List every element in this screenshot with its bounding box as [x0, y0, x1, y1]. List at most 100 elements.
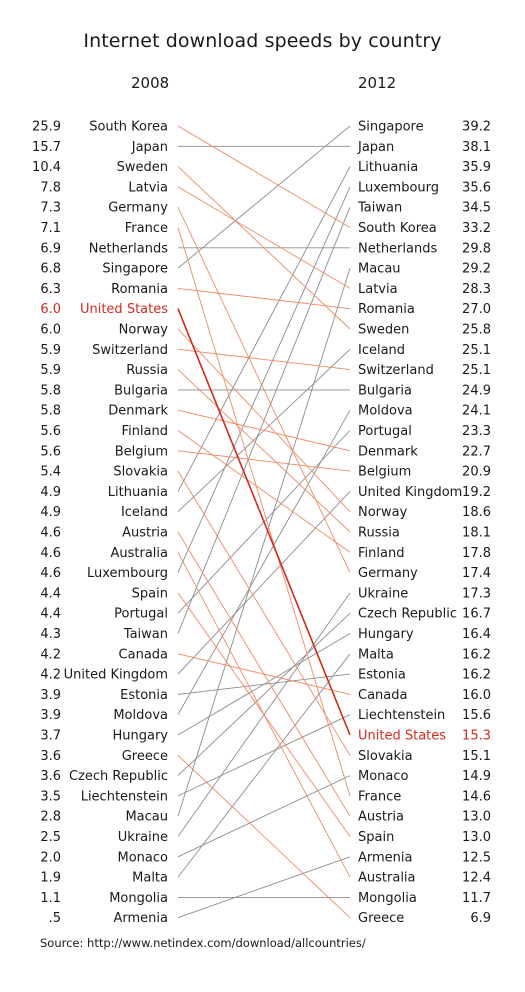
left-label-armenia: Armenia [114, 911, 169, 926]
right-value-monaco: 14.9 [462, 769, 491, 784]
left-value-moldova: 3.9 [40, 708, 61, 723]
right-value-sweden: 25.8 [462, 323, 491, 338]
slope-line-luxembourg [177, 186, 351, 573]
right-label-singapore: Singapore [358, 120, 424, 135]
left-label-australia: Australia [110, 546, 168, 561]
slope-line-monaco [177, 775, 351, 858]
right-value-liechtenstein: 15.6 [462, 708, 491, 723]
right-value-south-korea: 33.2 [462, 221, 491, 236]
right-value-united-kingdom: 19.2 [462, 485, 491, 500]
left-label-bulgaria: Bulgaria [114, 383, 168, 398]
left-value-luxembourg: 4.6 [40, 566, 61, 581]
right-label-norway: Norway [358, 505, 408, 520]
left-value-mongolia: 1.1 [40, 891, 61, 906]
right-value-portugal: 23.3 [462, 424, 491, 439]
left-label-malta: Malta [132, 871, 168, 886]
left-value-germany: 7.3 [40, 201, 61, 216]
left-value-slovakia: 5.4 [40, 465, 61, 480]
left-value-latvia: 7.8 [40, 180, 61, 195]
left-label-germany: Germany [108, 201, 168, 216]
right-label-ukraine: Ukraine [358, 586, 408, 601]
left-value-lithuania: 4.9 [40, 485, 61, 500]
slope-line-united-kingdom [177, 491, 351, 675]
slope-line-australia [177, 552, 351, 878]
slope-line-latvia [177, 186, 351, 289]
left-value-japan: 15.7 [32, 140, 61, 155]
right-label-lithuania: Lithuania [358, 160, 418, 175]
right-value-czech-republic: 16.7 [462, 607, 491, 622]
right-label-taiwan: Taiwan [357, 201, 402, 216]
right-label-monaco: Monaco [358, 769, 409, 784]
left-label-macau: Macau [125, 810, 168, 825]
right-value-malta: 16.2 [462, 647, 491, 662]
right-value-russia: 18.1 [462, 526, 491, 541]
right-value-ukraine: 17.3 [462, 586, 491, 601]
left-value-armenia: .5 [49, 911, 61, 926]
left-year-label: 2008 [131, 74, 170, 92]
right-label-mongolia: Mongolia [358, 891, 417, 906]
right-value-australia: 12.4 [462, 871, 491, 886]
slope-line-russia [177, 369, 351, 533]
right-value-luxembourg: 35.6 [462, 180, 491, 195]
right-value-moldova: 24.1 [462, 404, 491, 419]
left-label-taiwan: Taiwan [123, 627, 168, 642]
right-label-sweden: Sweden [358, 323, 409, 338]
slope-line-finland [177, 430, 351, 553]
right-label-russia: Russia [358, 526, 400, 541]
slope-line-malta [177, 653, 351, 878]
source-note: Source: http://www.netindex.com/download… [40, 936, 366, 950]
right-value-macau: 29.2 [462, 262, 491, 277]
right-value-germany: 17.4 [462, 566, 491, 581]
right-label-iceland: Iceland [358, 343, 405, 358]
left-label-sweden: Sweden [117, 160, 168, 175]
left-value-united-kingdom: 4.2 [40, 668, 61, 683]
slope-line-slovakia [177, 470, 351, 756]
right-label-czech-republic: Czech Republic [358, 607, 457, 622]
left-label-canada: Canada [119, 647, 168, 662]
slope-line-belgium [177, 450, 351, 472]
right-label-bulgaria: Bulgaria [358, 383, 412, 398]
left-label-france: France [125, 221, 168, 236]
left-value-south-korea: 25.9 [32, 120, 61, 135]
left-label-belgium: Belgium [115, 444, 168, 459]
slope-line-greece [177, 754, 351, 919]
right-value-norway: 18.6 [462, 505, 491, 520]
right-label-finland: Finland [358, 546, 404, 561]
slope-line-sweden [177, 166, 351, 330]
right-label-slovakia: Slovakia [358, 749, 413, 764]
slope-line-estonia [177, 673, 351, 695]
slope-line-france [177, 227, 351, 797]
right-label-moldova: Moldova [358, 404, 413, 419]
right-value-romania: 27.0 [462, 302, 491, 317]
slope-line-norway [177, 328, 351, 513]
right-value-bulgaria: 24.9 [462, 383, 491, 398]
right-label-portugal: Portugal [358, 424, 412, 439]
right-value-austria: 13.0 [462, 810, 491, 825]
right-label-france: France [358, 789, 401, 804]
right-label-latvia: Latvia [358, 282, 398, 297]
right-label-austria: Austria [358, 810, 404, 825]
right-value-lithuania: 35.9 [462, 160, 491, 175]
left-value-singapore: 6.8 [40, 262, 61, 277]
left-label-south-korea: South Korea [89, 120, 168, 135]
right-value-greece: 6.9 [470, 911, 491, 926]
left-label-latvia: Latvia [128, 180, 168, 195]
left-value-romania: 6.3 [40, 282, 61, 297]
right-value-mongolia: 11.7 [462, 891, 491, 906]
slope-line-switzerland [177, 348, 351, 371]
left-value-switzerland: 5.9 [40, 343, 61, 358]
left-label-spain: Spain [132, 586, 168, 601]
right-value-armenia: 12.5 [462, 850, 491, 865]
slope-line-denmark [177, 409, 351, 452]
left-value-liechtenstein: 3.5 [40, 789, 61, 804]
slope-line-czech-republic [177, 612, 351, 776]
slope-line-armenia [177, 856, 351, 919]
left-label-portugal: Portugal [114, 607, 168, 622]
slope-line-singapore [177, 125, 351, 269]
right-label-hungary: Hungary [358, 627, 414, 642]
right-label-denmark: Denmark [358, 444, 418, 459]
left-label-united-states: United States [80, 302, 168, 317]
right-label-australia: Australia [358, 871, 416, 886]
left-label-moldova: Moldova [113, 708, 168, 723]
